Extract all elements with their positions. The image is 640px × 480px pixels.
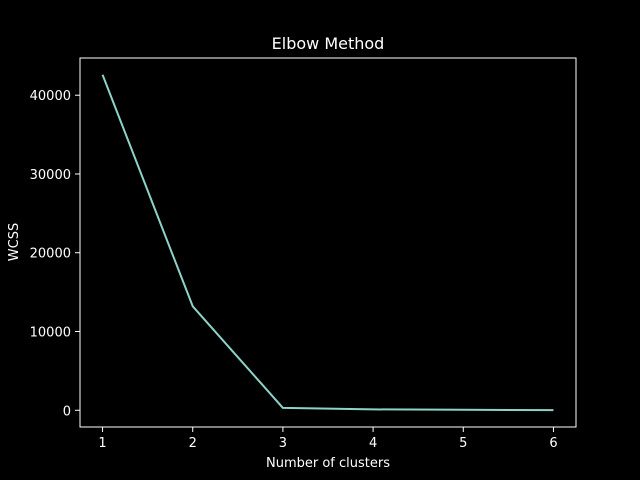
y-tick-label-2: 20000 — [30, 247, 71, 262]
x-tick-label-2: 3 — [279, 436, 287, 451]
y-axis-label: WCSS — [7, 223, 22, 261]
plot-area — [101, 74, 554, 412]
x-axis-label: Number of clusters — [266, 456, 390, 471]
x-tick-label-1: 2 — [189, 436, 197, 451]
x-tick-label-4: 5 — [459, 436, 467, 451]
x-tick-label-5: 6 — [549, 436, 557, 451]
x-tick-label-0: 1 — [98, 436, 106, 451]
y-tick-label-1: 10000 — [30, 326, 71, 341]
series-line-0 — [101, 74, 554, 412]
y-axis-ticks: 0 10000 20000 30000 40000 — [30, 89, 80, 419]
x-tick-label-3: 4 — [369, 436, 377, 451]
y-tick-label-0: 0 — [63, 404, 71, 419]
y-tick-label-3: 30000 — [30, 168, 71, 183]
x-axis-ticks: 1 2 3 4 5 6 — [98, 427, 558, 451]
chart-title: Elbow Method — [272, 34, 385, 53]
y-tick-label-4: 40000 — [30, 89, 71, 104]
axes-frame — [79, 57, 577, 428]
